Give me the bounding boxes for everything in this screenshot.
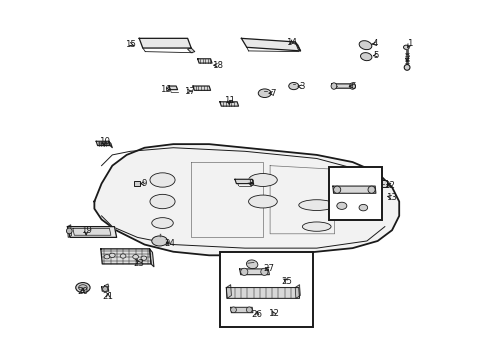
Polygon shape	[226, 285, 231, 298]
Ellipse shape	[78, 285, 87, 291]
Ellipse shape	[302, 222, 331, 231]
Ellipse shape	[403, 45, 409, 49]
Polygon shape	[295, 42, 300, 51]
Ellipse shape	[404, 64, 410, 70]
Ellipse shape	[248, 195, 277, 208]
Ellipse shape	[261, 268, 268, 275]
Polygon shape	[139, 39, 191, 48]
Ellipse shape	[133, 255, 139, 259]
Bar	[378, 180, 387, 187]
Ellipse shape	[241, 268, 248, 275]
Ellipse shape	[150, 173, 175, 187]
Ellipse shape	[67, 228, 72, 234]
Ellipse shape	[152, 236, 168, 246]
Polygon shape	[220, 102, 239, 106]
Text: 12: 12	[268, 309, 279, 318]
Ellipse shape	[361, 53, 372, 60]
Polygon shape	[68, 226, 117, 237]
Polygon shape	[226, 288, 299, 298]
Text: 14: 14	[286, 38, 297, 47]
Ellipse shape	[368, 186, 375, 193]
Text: 20: 20	[77, 287, 88, 296]
Bar	[134, 181, 140, 186]
Ellipse shape	[150, 194, 175, 209]
Ellipse shape	[359, 204, 368, 211]
Text: 3: 3	[299, 82, 304, 91]
Text: 23: 23	[133, 259, 145, 268]
Ellipse shape	[102, 287, 108, 292]
Text: 18: 18	[212, 61, 223, 70]
Ellipse shape	[359, 41, 372, 50]
Ellipse shape	[334, 186, 341, 193]
Text: 22: 22	[384, 180, 395, 189]
Text: 24: 24	[164, 239, 175, 248]
Ellipse shape	[337, 202, 347, 210]
Ellipse shape	[120, 254, 126, 258]
Bar	[220, 252, 313, 327]
Text: 17: 17	[184, 86, 195, 95]
Text: 2: 2	[404, 54, 410, 63]
Text: 27: 27	[263, 265, 274, 274]
Ellipse shape	[299, 200, 335, 211]
Ellipse shape	[289, 82, 299, 90]
Polygon shape	[169, 86, 177, 90]
Ellipse shape	[109, 253, 115, 257]
Polygon shape	[149, 249, 154, 267]
Text: 19: 19	[81, 226, 92, 235]
Text: 21: 21	[102, 292, 114, 301]
Text: 15: 15	[125, 40, 136, 49]
Polygon shape	[73, 228, 111, 235]
Text: 26: 26	[252, 310, 263, 319]
Polygon shape	[109, 141, 112, 148]
Text: 9: 9	[141, 179, 147, 188]
Ellipse shape	[248, 174, 277, 186]
Text: 13: 13	[386, 193, 397, 202]
Polygon shape	[101, 249, 151, 264]
Polygon shape	[333, 186, 376, 193]
Ellipse shape	[350, 83, 355, 89]
Polygon shape	[104, 284, 109, 288]
Text: 8: 8	[248, 179, 253, 188]
Ellipse shape	[104, 255, 110, 259]
Polygon shape	[242, 39, 300, 51]
Ellipse shape	[141, 256, 147, 260]
Text: 11: 11	[224, 96, 235, 105]
Text: 25: 25	[281, 276, 292, 285]
Ellipse shape	[246, 260, 258, 269]
Polygon shape	[95, 144, 399, 255]
Polygon shape	[235, 179, 254, 184]
Ellipse shape	[246, 307, 252, 313]
Text: 16: 16	[160, 85, 171, 94]
Text: 6: 6	[350, 82, 356, 91]
Text: 7: 7	[270, 89, 276, 98]
Polygon shape	[295, 285, 300, 298]
Polygon shape	[188, 48, 195, 53]
Ellipse shape	[231, 307, 236, 313]
Text: 5: 5	[373, 51, 379, 60]
Ellipse shape	[76, 283, 90, 293]
Polygon shape	[193, 86, 211, 90]
Polygon shape	[68, 225, 72, 237]
Ellipse shape	[331, 83, 337, 89]
Polygon shape	[332, 84, 355, 88]
Text: 1: 1	[407, 39, 413, 48]
Bar	[329, 167, 382, 220]
Text: 4: 4	[372, 39, 378, 48]
Polygon shape	[197, 59, 212, 63]
Polygon shape	[228, 100, 232, 102]
Polygon shape	[96, 141, 110, 145]
Text: 10: 10	[98, 138, 110, 147]
Polygon shape	[231, 307, 253, 313]
Polygon shape	[240, 269, 270, 275]
Ellipse shape	[258, 89, 271, 98]
Polygon shape	[101, 287, 109, 291]
Ellipse shape	[152, 218, 173, 228]
